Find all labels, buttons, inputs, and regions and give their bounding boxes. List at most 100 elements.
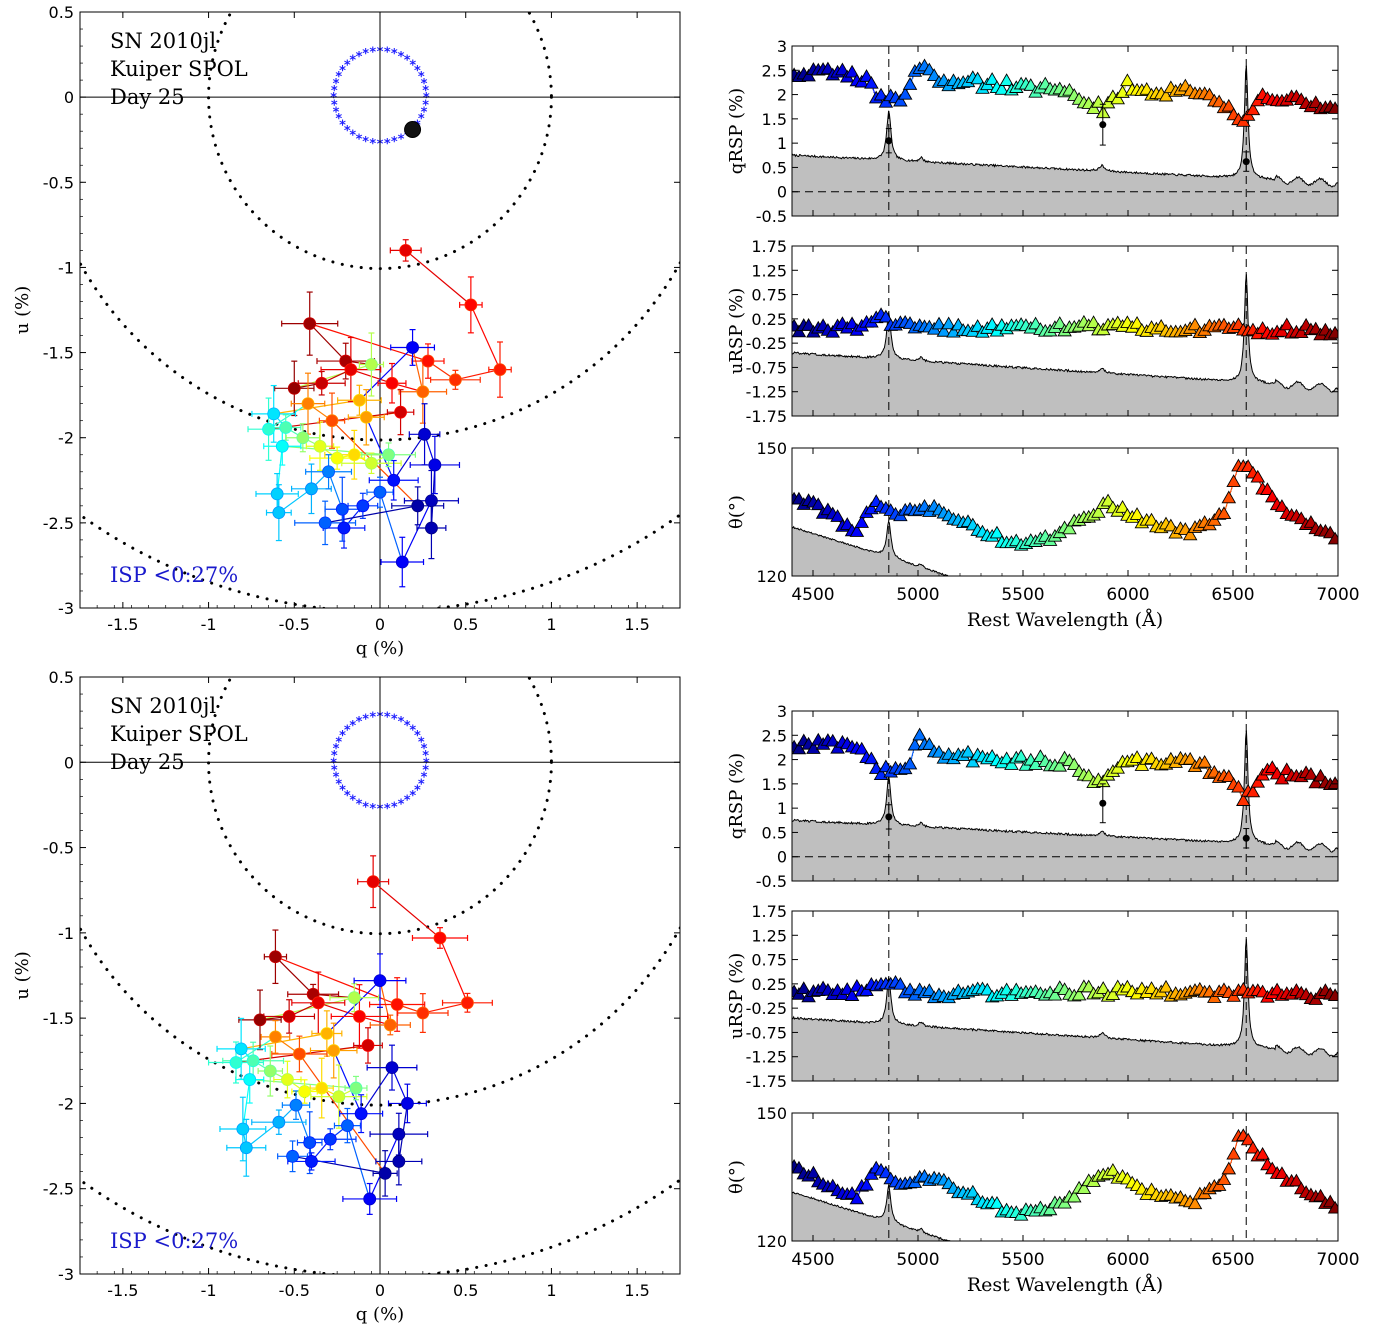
data-point	[421, 354, 435, 368]
isp-star: *	[331, 749, 338, 764]
isp-star: *	[362, 47, 369, 62]
data-point	[387, 473, 401, 487]
isp-star: *	[384, 711, 391, 726]
plot-area	[792, 1113, 1338, 1241]
polarization-triangle	[1221, 490, 1237, 504]
x-tick-label: 1	[546, 615, 556, 634]
polarization-triangle	[806, 741, 821, 754]
isp-star: *	[422, 764, 429, 779]
polarization-triangle	[989, 525, 1005, 539]
isp-star: *	[369, 45, 376, 60]
isp-star: *	[335, 70, 342, 85]
y-tick-label: 150	[756, 1104, 787, 1123]
data-point	[416, 385, 430, 399]
y-tick-label: 0.75	[751, 951, 787, 970]
connecting-line	[276, 446, 283, 494]
y-tick-label: -1.25	[746, 383, 787, 402]
polarization-triangle	[878, 94, 894, 108]
data-point	[366, 875, 380, 889]
connecting-line	[393, 433, 426, 481]
polarization-triangle	[907, 737, 923, 751]
data-point	[325, 414, 339, 428]
polarization-triangle	[994, 82, 1010, 95]
y-tick-label: 0.75	[751, 286, 787, 305]
polarization-triangle	[1274, 1166, 1290, 1179]
data-point	[385, 376, 399, 390]
isp-star: *	[409, 58, 416, 73]
annotation-line: SN 2010jl	[110, 694, 216, 718]
x-axis-label: q (%)	[356, 638, 404, 659]
isp-star: *	[414, 64, 421, 79]
data-point	[363, 1192, 377, 1206]
y-tick-label: 2	[777, 751, 787, 770]
flux-fill	[792, 521, 1338, 576]
connecting-line	[369, 1133, 400, 1200]
y-tick-label: -0.75	[746, 358, 787, 377]
polarization-triangle	[796, 981, 812, 994]
isp-star: *	[418, 70, 425, 85]
polarization-triangle	[1236, 793, 1251, 806]
data-point	[320, 1027, 334, 1040]
polarization-triangle	[965, 1184, 981, 1198]
polarization-triangle	[864, 751, 879, 765]
polarization-triangle	[912, 727, 927, 741]
isp-star: *	[331, 84, 338, 99]
x-tick-label: -1	[201, 615, 217, 634]
y-tick-label: 1.25	[751, 261, 787, 280]
data-point	[347, 448, 361, 462]
y-tick-label: 0	[777, 848, 787, 867]
data-point	[365, 456, 378, 470]
polarization-triangle	[926, 68, 942, 82]
polarization-triangle	[893, 93, 908, 107]
data-point	[234, 1042, 248, 1056]
data-point	[293, 1047, 306, 1061]
isp-star: *	[369, 711, 376, 726]
data-point	[356, 499, 370, 513]
isp-star: *	[335, 777, 342, 792]
connecting-line	[333, 1050, 362, 1114]
y-tick-label: -0.5	[43, 839, 74, 858]
data-point	[305, 1155, 318, 1168]
connecting-line	[268, 403, 309, 430]
data-point	[301, 397, 315, 411]
x-tick-label: 5000	[896, 585, 939, 605]
data-point	[354, 1107, 368, 1121]
connecting-line	[241, 1032, 327, 1050]
x-tick-label: -1.5	[107, 1281, 138, 1300]
polarization-triangle	[1327, 531, 1338, 545]
isp-star: *	[349, 129, 356, 144]
connecting-line	[405, 249, 472, 306]
isp-star: *	[362, 135, 369, 150]
isp-star: *	[335, 112, 342, 127]
isp-star: *	[349, 794, 356, 809]
data-point	[275, 439, 289, 453]
data-point	[392, 1127, 406, 1141]
polarization-triangle	[1105, 987, 1121, 1000]
y-axis-label: θ(°)	[726, 1160, 747, 1194]
polarization-triangle	[1216, 1172, 1232, 1185]
data-point	[303, 1136, 317, 1150]
x-tick-label: 4500	[791, 585, 834, 605]
polarization-triangle	[1226, 1146, 1241, 1160]
isp-star: *	[344, 789, 351, 804]
data-point	[378, 1166, 392, 1180]
polarization-triangle	[1289, 1173, 1304, 1187]
y-axis-label: qRSP (%)	[726, 753, 747, 839]
y-axis-label: qRSP (%)	[726, 88, 747, 174]
data-point	[392, 1155, 406, 1168]
line-point	[885, 813, 893, 821]
polarization-triangle	[1274, 499, 1290, 512]
isp-star: *	[422, 749, 429, 764]
data-point	[383, 1018, 397, 1032]
annotation-line: Kuiper SPOL	[110, 722, 248, 746]
annotation-line: Day 25	[110, 85, 185, 109]
subplot-q: -0.5 0 0.5 1 1.5 2 2.5 3 qRSP (%)	[726, 702, 1339, 891]
y-tick-label: -2	[58, 1094, 74, 1113]
x-axis-label: q (%)	[356, 1304, 404, 1325]
plot-area	[792, 911, 1338, 1081]
polarization-triangle	[1095, 981, 1111, 994]
polarization-triangle	[980, 982, 995, 996]
polarization-triangle	[1115, 500, 1130, 513]
connecting-line	[275, 956, 314, 995]
connecting-line	[294, 363, 372, 389]
